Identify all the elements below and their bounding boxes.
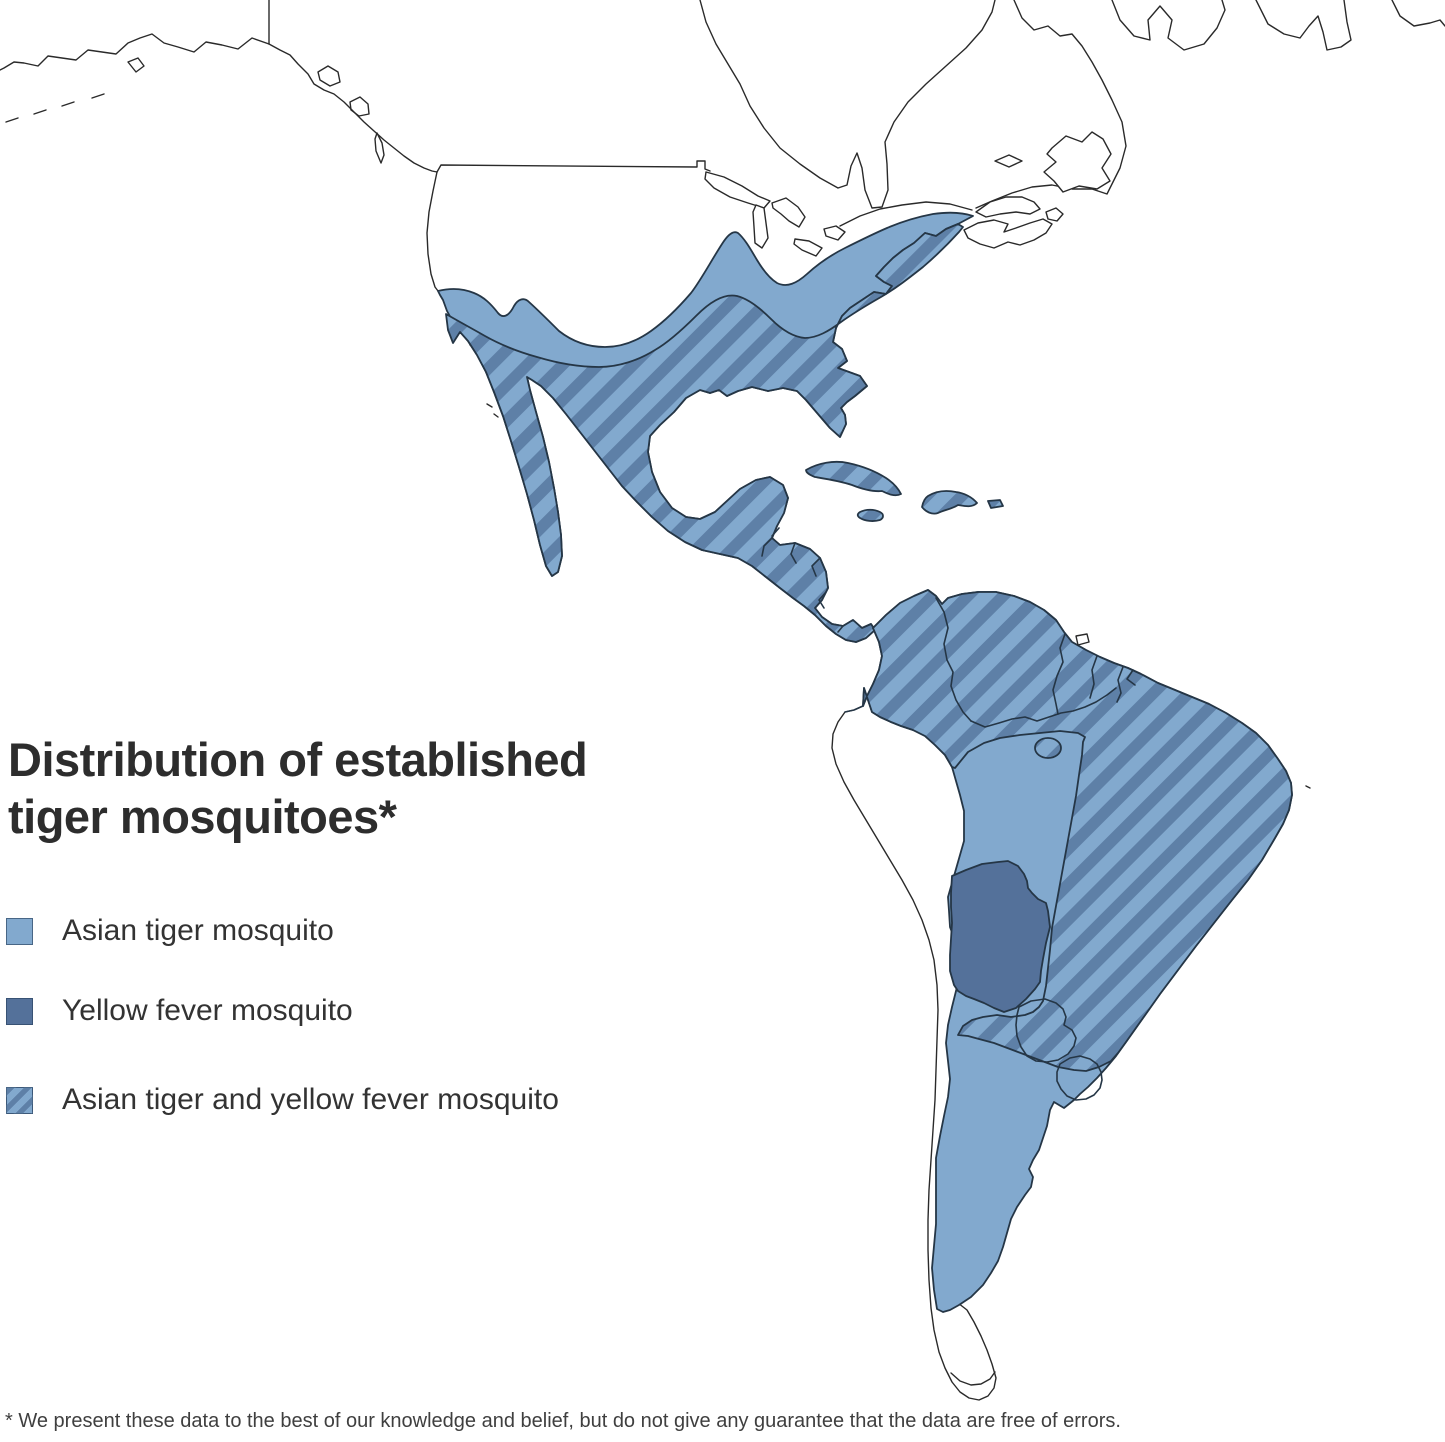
white-land-masks (704, 131, 1112, 257)
st-lawrence-north-shore (839, 201, 973, 227)
distribution-zones-group (437, 211, 1293, 1313)
border-suriname-french-guiana (1116, 666, 1124, 703)
tierra-del-fuego (950, 1371, 996, 1386)
page-title-line2: tiger mosquitoes* (8, 790, 397, 843)
lake-superior (704, 171, 771, 209)
page-title: Distribution of established tiger mosqui… (8, 731, 668, 845)
region-amazon-hatch-pocket (1034, 737, 1062, 759)
region-puerto-rico (987, 499, 1004, 509)
trinidad-island (1075, 633, 1090, 646)
border-colombia-venezuela (935, 597, 972, 722)
legend-item-asian-tiger: Asian tiger mosquito (6, 914, 559, 948)
region-na-both-species (445, 223, 964, 643)
legend-item-yellow-fever: Yellow fever mosquito (6, 994, 559, 1028)
newfoundland-island (1043, 131, 1112, 193)
amazon-mouth (1126, 669, 1136, 686)
baffin-island (1111, 0, 1226, 51)
coastlines-group (0, 0, 1445, 1401)
labrador-coastline (975, 0, 1127, 209)
lake-erie (793, 238, 823, 257)
arctic-islands (1255, 0, 1352, 51)
legend-label-both-species: Asian tiger and yellow fever mosquito (62, 1083, 559, 1116)
border-ecuador-colombia (844, 705, 864, 713)
hudson-bay-coastline (699, 0, 996, 209)
kodiak-island (127, 57, 145, 73)
footnote: * We present these data to the best of o… (5, 1410, 1121, 1432)
legend-label-yellow-fever: Yellow fever mosquito (62, 994, 353, 1027)
alaska-panhandle-islands (317, 65, 385, 164)
lake-michigan (752, 204, 769, 249)
border-venezuela-guyana (1052, 633, 1066, 715)
border-paraguay (1015, 998, 1077, 1063)
cape-breton-island (1045, 207, 1064, 222)
alaska-coastline (0, 33, 270, 71)
page-title-line1: Distribution of established (8, 733, 588, 786)
legend-swatch-asian-tiger (6, 917, 33, 945)
british-columbia-coastline (268, 43, 438, 173)
region-sa-both-species (862, 589, 1293, 1072)
legend-swatch-yellow-fever (6, 997, 33, 1025)
region-bolivia (949, 860, 1051, 1013)
region-cuba (805, 460, 902, 497)
legend-item-both-species: Asian tiger and yellow fever mosquito (6, 1083, 559, 1117)
us-canada-border (436, 160, 711, 173)
central-america-borders (761, 527, 844, 633)
fernando-noronha-dot (1305, 785, 1311, 789)
maritimes-nova-scotia (963, 218, 1053, 249)
legend: Asian tiger mosquito Yellow fever mosqui… (6, 914, 559, 1117)
gaspe-peninsula (975, 196, 1041, 218)
border-guyana-suriname (1089, 655, 1098, 699)
us-west-coastline (426, 171, 439, 292)
lake-ontario (823, 225, 846, 241)
region-jamaica (856, 508, 884, 522)
anticosti-island (994, 154, 1023, 168)
aleutian-islands (5, 93, 105, 123)
legend-label-asian-tiger: Asian tiger mosquito (62, 914, 334, 947)
greenland-corner (1391, 0, 1445, 27)
region-hispaniola (921, 490, 978, 515)
lake-huron (771, 197, 806, 228)
legend-swatch-both-species (6, 1086, 33, 1114)
border-uruguay (1056, 1055, 1103, 1101)
border-venezuela-guianas-brazil (970, 687, 1117, 728)
